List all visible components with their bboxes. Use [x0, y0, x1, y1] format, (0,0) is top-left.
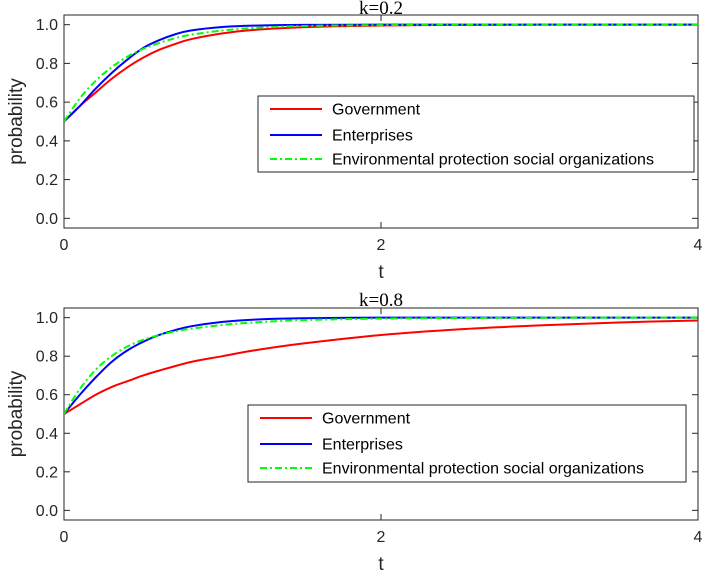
legend-box — [257, 95, 695, 173]
legend: Government Enterprises Environmental prote… — [257, 95, 695, 173]
x-tick-label: 4 — [694, 237, 703, 254]
chart-title: k=0.8 — [359, 290, 403, 311]
y-axis-label: probability — [6, 78, 27, 165]
legend-label-3: Environmental protection social organiza… — [332, 152, 654, 169]
x-axis-label: t — [378, 554, 384, 575]
legend-box — [247, 404, 687, 483]
legend-label-3: Environmental protection social organiza… — [322, 461, 644, 478]
y-tick-label: 0.0 — [36, 503, 58, 520]
y-tick-label: 1.0 — [36, 310, 58, 327]
x-tick-label: 0 — [60, 237, 69, 254]
y-tick-label: 0.4 — [36, 426, 58, 443]
y-tick-label: 0.8 — [36, 56, 58, 73]
y-tick-label: 0.6 — [36, 387, 58, 404]
x-axis-label: t — [378, 262, 384, 283]
x-tick-label: 4 — [694, 529, 703, 546]
y-tick-label: 0.2 — [36, 464, 58, 481]
series-line-3 — [64, 23, 698, 123]
chart-panel-2: k=0.8 0.0 0.2 0.4 0.6 0.8 1.0 0 2 4 t probability Go… — [6, 290, 703, 575]
x-tick-label: 2 — [377, 237, 386, 254]
y-tick-label: 0.4 — [36, 133, 58, 150]
legend-label-1: Government — [332, 102, 421, 119]
y-tick-label: 0.6 — [36, 95, 58, 112]
y-tick-label: 1.0 — [36, 17, 58, 34]
chart-panel-1: k=0.2 0.0 0.2 0.4 0.6 0.8 1.0 0 2 4 t probability Go… — [6, 0, 703, 283]
chart-title: k=0.2 — [359, 0, 403, 19]
legend: Government Enterprises Environmental prote… — [247, 404, 687, 483]
y-tick-label: 0.0 — [36, 211, 58, 228]
y-tick-label: 0.2 — [36, 172, 58, 189]
legend-label-2: Enterprises — [322, 437, 403, 454]
series-line-3 — [64, 316, 698, 415]
y-tick-label: 0.8 — [36, 349, 58, 366]
x-tick-label: 2 — [377, 529, 386, 546]
legend-label-1: Government — [322, 411, 411, 428]
series-line-1 — [64, 319, 698, 415]
x-tick-label: 0 — [60, 529, 69, 546]
y-axis-label: probability — [6, 370, 27, 457]
legend-label-2: Enterprises — [332, 128, 413, 145]
